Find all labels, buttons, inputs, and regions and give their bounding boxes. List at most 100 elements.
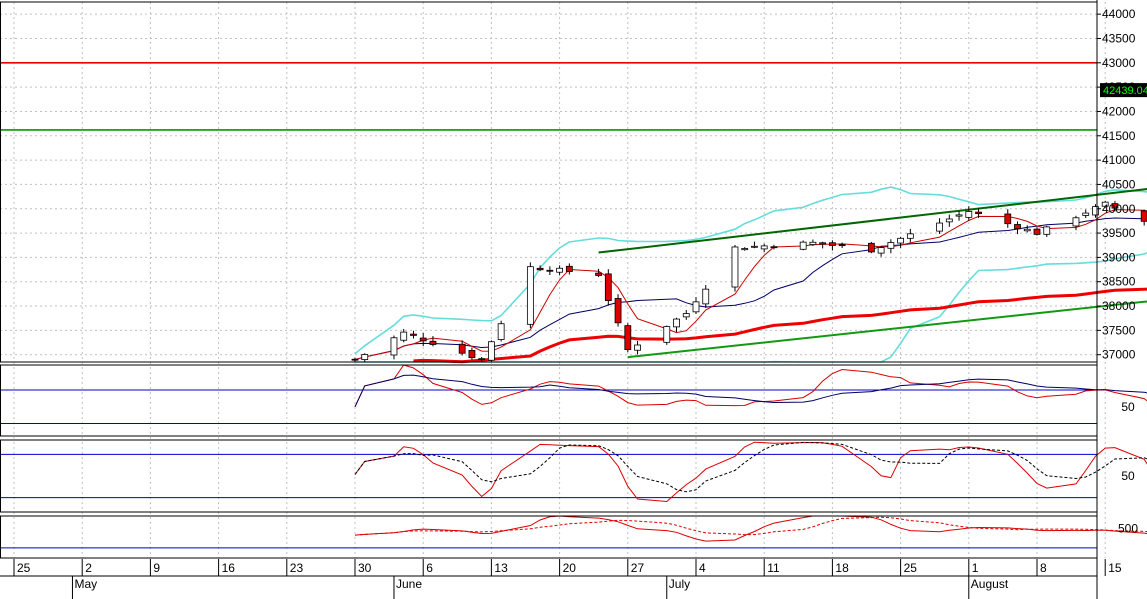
price-tick-label: 37500 [1102, 323, 1136, 337]
price-tick-label: 44000 [1102, 7, 1136, 21]
last-price-badge: 42439.04 [1100, 83, 1147, 98]
stoch-k-line [354, 441, 1147, 503]
candle-body [1014, 224, 1021, 230]
candle-body [1043, 226, 1051, 235]
date-axis: 2529162330613202741118251815222951219263… [13, 559, 1122, 599]
candle-body [361, 354, 369, 360]
candle-body [829, 242, 836, 246]
rsi-signal-line [354, 374, 1147, 408]
candle-body [1111, 203, 1119, 209]
candle-body [906, 233, 914, 239]
day-tick-label: 30 [358, 561, 372, 575]
candle-body [604, 273, 612, 301]
stoch-d-line [354, 441, 1147, 493]
candle-body [760, 245, 768, 250]
candle-body [1023, 228, 1031, 232]
candle-body [624, 325, 632, 350]
day-tick-label: 23 [290, 561, 304, 575]
candle-body [536, 267, 544, 271]
day-tick-label: 13 [494, 561, 508, 575]
candle-body [1072, 217, 1080, 227]
candle-body [692, 301, 700, 313]
candle-body [702, 288, 710, 305]
candle-body [877, 247, 885, 254]
candle-body [595, 272, 602, 276]
candle-body [936, 222, 943, 232]
candle-body [955, 214, 963, 217]
momentum-line [354, 515, 1147, 542]
day-tick-label: 2 [85, 561, 92, 575]
candle-body [1004, 213, 1012, 225]
candle-body [429, 340, 437, 345]
month-label: June [396, 577, 422, 591]
candle-body [468, 349, 476, 359]
ma-long-line [413, 287, 1147, 364]
ma-mid-line [354, 217, 1147, 361]
candle-body [1101, 201, 1109, 207]
indicator-panes [0, 364, 1147, 549]
month-label: July [669, 577, 690, 591]
price-tick-label: 40500 [1102, 177, 1136, 191]
candle-body [556, 267, 563, 273]
candle-body [945, 218, 953, 223]
bollinger-upper [354, 186, 1147, 355]
candle-body [770, 246, 778, 249]
candle-body [614, 298, 622, 324]
candle-body [1140, 210, 1147, 222]
price-tick-label: 43000 [1102, 56, 1136, 70]
candle-body [546, 269, 554, 272]
day-tick-label: 18 [835, 561, 849, 575]
day-tick-label: 25 [17, 561, 31, 575]
candle-body [390, 337, 398, 356]
candle-body [741, 248, 749, 251]
trendlines [598, 188, 1147, 359]
horizontal-levels [0, 62, 1097, 131]
candle-body [682, 313, 690, 318]
last-price-badge-bg [1100, 83, 1147, 98]
day-tick-label: 25 [904, 561, 918, 575]
price-tick-label: 41500 [1102, 129, 1136, 143]
price-tick-label: 43500 [1102, 31, 1136, 45]
candle-body [975, 211, 982, 215]
day-tick-label: 1 [972, 561, 979, 575]
candle-body [1082, 212, 1090, 216]
trendline-1 [627, 300, 1147, 359]
day-tick-label: 27 [631, 561, 645, 575]
price-tick-label: 37000 [1102, 348, 1136, 362]
candle-body [751, 245, 758, 248]
candle-body [897, 237, 904, 244]
month-label: August [971, 577, 1009, 591]
candle-body [497, 323, 505, 340]
moving-averages [354, 209, 1147, 364]
candle-body [1092, 206, 1099, 216]
candle-body [400, 331, 408, 341]
candlesticks [351, 200, 1147, 362]
candle-body [526, 266, 534, 325]
trendline-0 [598, 188, 1147, 254]
day-tick-label: 8 [1040, 561, 1047, 575]
day-tick-label: 16 [222, 561, 236, 575]
day-tick-label: 6 [426, 561, 433, 575]
candle-body [458, 343, 466, 354]
price-tick-label: 41000 [1102, 153, 1136, 167]
candle-body [731, 246, 739, 288]
pane-tick-2: 500 [1118, 522, 1138, 536]
candle-body [965, 211, 973, 218]
candle-body [867, 242, 875, 253]
day-tick-label: 15 [1108, 561, 1122, 575]
candle-body [663, 326, 671, 343]
candle-body [1033, 228, 1041, 235]
price-tick-label: 40000 [1102, 202, 1136, 216]
candle-body [478, 358, 486, 361]
ma-fast-line [354, 209, 1147, 361]
candle-body [565, 265, 573, 272]
candle-body [887, 242, 895, 249]
price-tick-label: 38500 [1102, 275, 1136, 289]
pane-tick-0: 50 [1121, 400, 1135, 414]
price-tick-label: 38000 [1102, 299, 1136, 313]
month-label: May [74, 577, 97, 591]
candle-body [799, 241, 807, 250]
pane-tick-1: 50 [1121, 469, 1135, 483]
candle-body [634, 344, 641, 351]
day-tick-label: 9 [153, 561, 160, 575]
